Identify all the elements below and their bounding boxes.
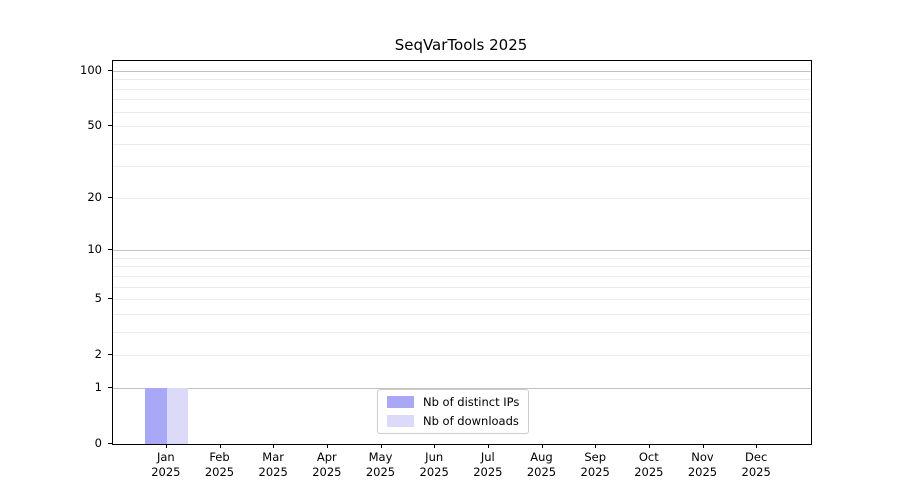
x-tick-mark: [541, 444, 543, 448]
legend: Nb of distinct IPs Nb of downloads: [377, 389, 530, 434]
bar-jan-series0: [145, 387, 167, 444]
legend-label-distinct-ips: Nb of distinct IPs: [423, 395, 520, 409]
gridline-major: [113, 250, 811, 252]
gridline-major: [113, 387, 811, 389]
gridline-minor: [113, 299, 811, 301]
x-tick-label: Jan 2025: [136, 450, 196, 480]
gridline-minor: [113, 111, 811, 113]
gridline-major: [113, 71, 811, 72]
x-tick-mark: [165, 444, 167, 448]
y-tick-mark: [108, 249, 112, 251]
x-tick-label: Oct 2025: [619, 450, 679, 480]
x-tick-mark: [487, 444, 489, 448]
x-tick-label: Jul 2025: [458, 450, 518, 480]
gridline-minor: [113, 257, 811, 259]
x-tick-mark: [273, 444, 275, 448]
x-tick-label: Nov 2025: [673, 450, 733, 480]
x-tick-year: 2025: [365, 465, 396, 479]
x-tick-mark: [756, 444, 758, 448]
y-tick-label: 1: [94, 379, 102, 394]
legend-label-downloads: Nb of downloads: [423, 414, 519, 428]
x-tick-label: May 2025: [351, 450, 411, 480]
x-tick-label: Apr 2025: [297, 450, 357, 480]
y-tick-mark: [108, 196, 112, 198]
gridline-minor: [113, 88, 811, 90]
plot-area: Nb of distinct IPs Nb of downloads: [112, 60, 812, 445]
x-tick-label: Feb 2025: [190, 450, 250, 480]
gridline-minor: [113, 355, 811, 357]
gridline-minor: [113, 143, 811, 145]
x-tick-year: 2025: [312, 465, 342, 479]
y-tick-label: 20: [87, 189, 102, 204]
y-tick-mark: [108, 70, 112, 71]
gridline-minor: [113, 275, 811, 277]
x-tick-label: Sep 2025: [565, 450, 625, 480]
gridline-minor: [113, 99, 811, 101]
gridline-minor: [113, 286, 811, 288]
gridline-minor: [113, 331, 811, 333]
x-tick-mark: [595, 444, 597, 448]
y-tick-mark: [108, 386, 112, 388]
legend-row-downloads: Nb of downloads: [387, 414, 519, 428]
x-tick-year: 2025: [258, 465, 288, 479]
y-tick-label: 0: [94, 436, 102, 450]
legend-swatch-distinct-ips: [387, 396, 414, 408]
gridline-minor: [113, 166, 811, 168]
x-tick-mark: [648, 444, 650, 448]
y-tick-mark: [108, 443, 112, 444]
y-tick-label: 10: [87, 242, 102, 257]
x-tick-label: Jun 2025: [404, 450, 464, 480]
x-tick-year: 2025: [634, 465, 664, 479]
x-tick-mark: [434, 444, 436, 448]
y-tick-label: 100: [80, 63, 102, 77]
x-tick-year: 2025: [204, 465, 235, 479]
x-tick-year: 2025: [151, 465, 181, 479]
y-tick-label: 50: [87, 118, 102, 133]
gridline-minor: [113, 79, 811, 81]
bar-jan-series1: [166, 387, 189, 444]
gridline-minor: [113, 266, 811, 268]
gridline-minor: [113, 197, 811, 199]
x-tick-mark: [326, 444, 328, 448]
y-tick-mark: [108, 298, 112, 300]
x-tick-year: 2025: [526, 465, 557, 479]
legend-row-distinct-ips: Nb of distinct IPs: [387, 395, 519, 409]
x-tick-mark: [219, 444, 221, 448]
x-tick-year: 2025: [580, 465, 610, 479]
y-tick-mark: [108, 125, 112, 127]
x-tick-label: Mar 2025: [243, 450, 303, 480]
x-tick-mark: [702, 444, 704, 448]
gridline-minor: [113, 313, 811, 315]
y-tick-label: 5: [94, 291, 102, 306]
x-tick-year: 2025: [419, 465, 449, 479]
x-tick-year: 2025: [741, 465, 771, 479]
x-tick-year: 2025: [687, 465, 718, 479]
chart-title: SeqVarTools 2025: [394, 36, 528, 54]
y-tick-label: 2: [94, 347, 102, 362]
legend-swatch-downloads: [387, 415, 414, 427]
y-tick-mark: [108, 354, 112, 356]
x-tick-label: Dec 2025: [726, 450, 786, 480]
x-tick-label: Aug 2025: [512, 450, 572, 480]
gridline-minor: [113, 126, 811, 128]
x-tick-year: 2025: [473, 465, 503, 479]
x-tick-mark: [380, 444, 382, 448]
